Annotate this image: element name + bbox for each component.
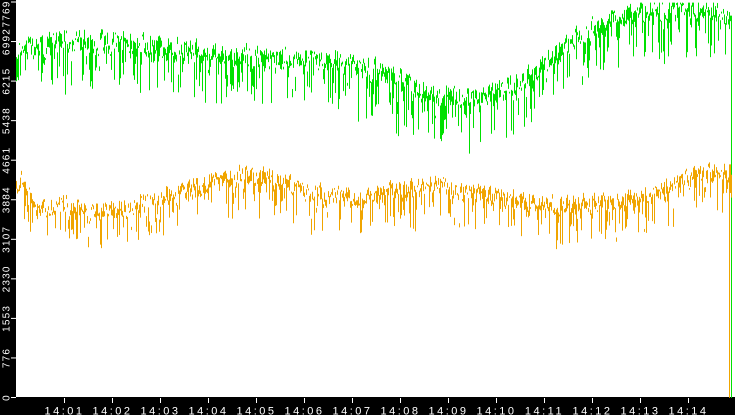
svg-text:0: 0: [2, 394, 13, 401]
svg-text:14:08: 14:08: [380, 406, 420, 415]
svg-text:14:09: 14:09: [428, 406, 468, 415]
svg-text:14:14: 14:14: [668, 406, 708, 415]
svg-text:14:06: 14:06: [284, 406, 324, 415]
svg-text:14:01: 14:01: [44, 406, 84, 415]
svg-text:14:05: 14:05: [236, 406, 276, 415]
svg-text:14:07: 14:07: [332, 406, 372, 415]
svg-text:14:03: 14:03: [140, 406, 180, 415]
svg-text:1553: 1553: [2, 305, 13, 332]
svg-text:7769: 7769: [2, 0, 13, 27]
svg-text:14:12: 14:12: [572, 406, 612, 415]
svg-text:5438: 5438: [2, 107, 13, 134]
svg-text:6215: 6215: [2, 68, 13, 95]
svg-text:776: 776: [2, 348, 13, 368]
svg-text:14:10: 14:10: [476, 406, 516, 415]
svg-text:3107: 3107: [2, 226, 13, 253]
svg-text:14:04: 14:04: [188, 406, 228, 415]
svg-text:14:13: 14:13: [620, 406, 660, 415]
svg-text:14:02: 14:02: [92, 406, 132, 415]
svg-text:3884: 3884: [2, 186, 13, 213]
svg-text:2330: 2330: [2, 265, 13, 292]
svg-text:4661: 4661: [2, 147, 13, 174]
svg-text:6992: 6992: [2, 28, 13, 55]
svg-text:14:11: 14:11: [525, 406, 564, 415]
